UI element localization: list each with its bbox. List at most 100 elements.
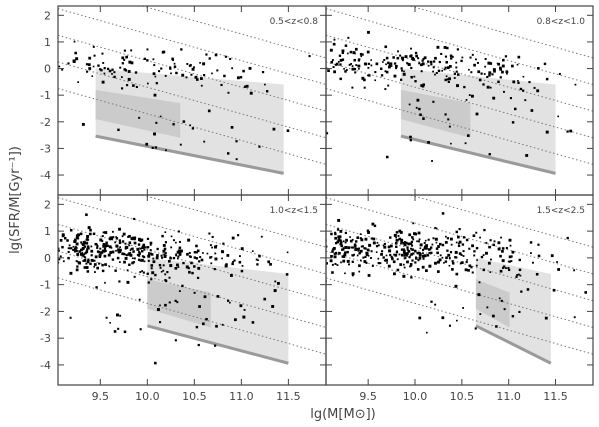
data-point xyxy=(334,63,338,66)
data-point xyxy=(177,249,181,252)
data-point xyxy=(130,61,134,65)
data-point xyxy=(119,246,122,249)
data-point xyxy=(147,254,151,258)
data-point xyxy=(361,76,365,80)
data-point xyxy=(155,82,158,85)
data-point xyxy=(424,245,428,249)
data-point xyxy=(423,56,427,60)
data-point xyxy=(482,268,486,272)
data-point xyxy=(175,241,177,244)
data-point xyxy=(418,316,422,320)
data-point xyxy=(174,299,177,302)
data-point xyxy=(371,222,375,226)
data-point xyxy=(353,67,357,71)
model-envelope-dense xyxy=(475,279,510,328)
data-point xyxy=(18,113,20,115)
data-point xyxy=(508,260,511,263)
data-point xyxy=(75,57,79,61)
data-point xyxy=(145,142,149,146)
data-point xyxy=(334,232,337,236)
data-point xyxy=(416,251,419,255)
data-point xyxy=(422,257,425,260)
data-point xyxy=(116,245,119,248)
data-point xyxy=(161,256,164,259)
data-point xyxy=(412,252,415,255)
data-point xyxy=(410,247,412,250)
data-point xyxy=(240,247,244,251)
data-point xyxy=(387,264,391,268)
data-point xyxy=(96,250,100,253)
data-point xyxy=(446,46,449,50)
data-point xyxy=(400,242,402,245)
data-point xyxy=(255,258,258,261)
data-point xyxy=(162,243,166,247)
data-point xyxy=(437,260,440,264)
data-point xyxy=(407,242,411,246)
data-point xyxy=(339,239,342,242)
data-point xyxy=(109,321,111,324)
data-point xyxy=(499,68,503,71)
data-point xyxy=(94,271,96,273)
data-point xyxy=(214,252,217,255)
data-point xyxy=(465,261,468,264)
data-point xyxy=(370,250,373,253)
data-point xyxy=(86,238,90,241)
data-point xyxy=(143,57,146,61)
data-point xyxy=(173,239,175,242)
x-tick-label: 10.5 xyxy=(182,390,207,403)
data-point xyxy=(529,241,533,244)
data-point xyxy=(385,63,387,66)
data-point xyxy=(380,67,383,70)
data-point xyxy=(448,257,451,259)
data-point xyxy=(98,254,101,257)
data-point xyxy=(189,124,192,127)
data-point xyxy=(418,257,422,260)
data-point xyxy=(99,238,103,242)
data-point xyxy=(256,263,259,266)
data-point xyxy=(475,246,479,250)
data-point xyxy=(574,83,577,86)
data-point xyxy=(455,272,459,276)
data-point xyxy=(375,245,379,248)
data-point xyxy=(497,62,501,66)
data-point xyxy=(214,344,217,347)
data-point xyxy=(127,70,131,73)
data-point xyxy=(175,254,178,257)
data-point xyxy=(354,71,357,74)
data-point xyxy=(251,250,254,252)
data-point xyxy=(103,254,107,258)
data-point xyxy=(365,261,368,264)
data-point xyxy=(421,265,425,269)
data-point xyxy=(171,57,174,61)
data-point xyxy=(330,60,334,64)
data-point xyxy=(85,262,88,265)
data-point xyxy=(336,62,339,66)
data-point xyxy=(389,236,392,239)
data-point xyxy=(511,121,515,124)
data-point xyxy=(566,236,569,240)
data-point xyxy=(93,54,96,57)
data-point xyxy=(188,251,191,254)
data-point xyxy=(87,258,90,261)
data-point xyxy=(380,250,384,253)
data-point xyxy=(221,257,223,260)
data-point xyxy=(373,241,376,244)
data-point xyxy=(395,64,398,68)
data-point xyxy=(486,85,490,89)
data-point xyxy=(235,158,238,161)
data-point xyxy=(400,67,403,70)
data-point xyxy=(347,246,351,250)
data-point xyxy=(342,240,345,243)
data-point xyxy=(75,234,79,238)
y-tick-label: -3 xyxy=(40,332,51,345)
data-point xyxy=(498,66,502,70)
data-point xyxy=(206,252,209,255)
data-point xyxy=(363,247,366,250)
data-point xyxy=(502,266,505,269)
data-point xyxy=(417,231,421,235)
data-point xyxy=(58,65,61,68)
data-point xyxy=(402,72,406,76)
data-point xyxy=(149,243,152,246)
data-point xyxy=(77,237,80,240)
data-point xyxy=(415,54,418,58)
